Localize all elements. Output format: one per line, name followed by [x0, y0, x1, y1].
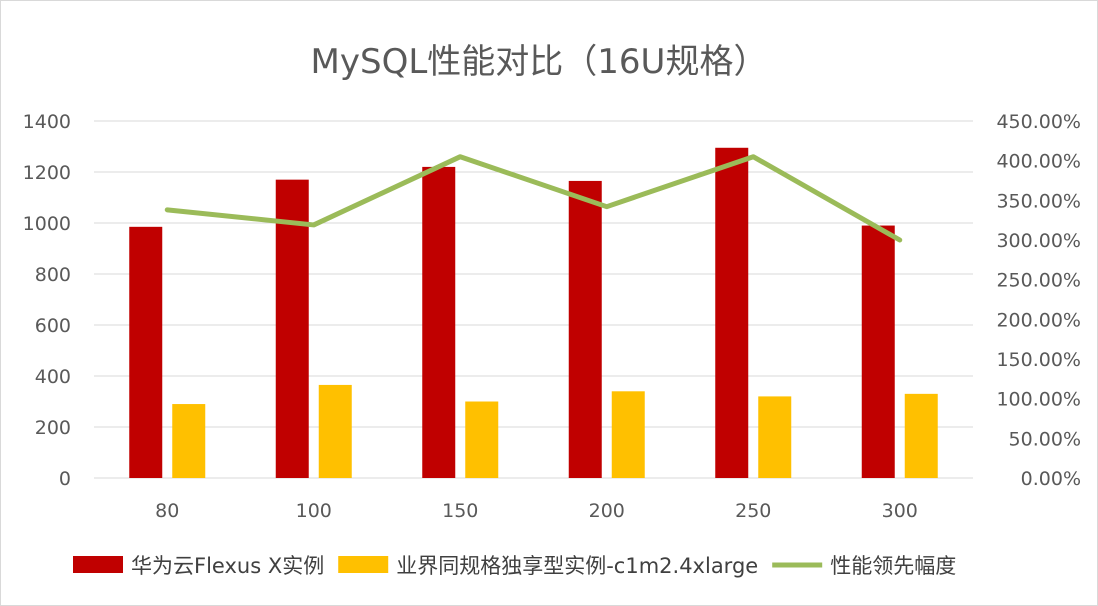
- right-tick-label: 100.00%: [996, 389, 1081, 411]
- bar: [318, 384, 352, 478]
- x-tick-label: 250: [735, 500, 771, 522]
- legend-label: 业界同规格独享型实例-c1m2.4xlarge: [396, 554, 758, 578]
- bar: [904, 393, 938, 478]
- right-tick-label: 300.00%: [996, 230, 1081, 252]
- bar: [758, 396, 792, 478]
- bar: [611, 391, 645, 478]
- x-tick-label: 150: [442, 500, 478, 522]
- gridlines: [94, 120, 973, 479]
- x-tick-label: 80: [155, 500, 179, 522]
- left-tick-label: 1000: [23, 213, 71, 235]
- legend-label: 性能领先幅度: [830, 554, 956, 578]
- left-tick-label: 600: [35, 315, 71, 337]
- x-tick-label: 300: [882, 500, 918, 522]
- right-tick-label: 0.00%: [1021, 468, 1081, 490]
- right-tick-label: 450.00%: [996, 111, 1081, 133]
- left-axis-ticks: 0 200 400 600 800 1000 1200 1400: [23, 111, 71, 490]
- bar: [275, 179, 309, 478]
- legend-swatch: [338, 556, 389, 573]
- left-tick-label: 200: [35, 417, 71, 439]
- left-tick-label: 1400: [23, 111, 71, 133]
- right-tick-label: 50.00%: [1009, 428, 1081, 450]
- legend: 华为云Flexus X实例 业界同规格独享型实例-c1m2.4xlarge 性能领先…: [73, 554, 956, 578]
- x-tick-label: 200: [589, 500, 625, 522]
- bar: [715, 147, 749, 478]
- left-tick-label: 1200: [23, 162, 71, 184]
- left-tick-label: 400: [35, 366, 71, 388]
- x-tick-label: 100: [296, 500, 332, 522]
- x-axis-ticks: 80 100 150 200 250 300: [155, 500, 918, 522]
- lead-line: [164, 154, 903, 243]
- legend-label: 华为云Flexus X实例: [131, 554, 324, 578]
- left-tick-label: 800: [35, 264, 71, 286]
- right-tick-label: 200.00%: [996, 309, 1081, 331]
- bar: [861, 225, 895, 478]
- right-tick-label: 250.00%: [996, 270, 1081, 292]
- series-line: [164, 154, 903, 243]
- right-tick-label: 350.00%: [996, 190, 1081, 212]
- right-tick-label: 400.00%: [996, 151, 1081, 173]
- bar: [129, 226, 163, 478]
- bars: [129, 147, 938, 479]
- bar: [422, 166, 456, 478]
- left-tick-label: 0: [59, 468, 71, 490]
- bar: [568, 180, 602, 479]
- right-axis-ticks: 0.00% 50.00% 100.00% 150.00% 200.00% 250.00% 3…: [996, 111, 1081, 490]
- chart-title: MySQL性能对比（16U规格）: [311, 42, 768, 82]
- bar: [465, 401, 499, 478]
- legend-swatch: [73, 556, 123, 573]
- bar: [172, 404, 206, 478]
- right-tick-label: 150.00%: [996, 349, 1081, 371]
